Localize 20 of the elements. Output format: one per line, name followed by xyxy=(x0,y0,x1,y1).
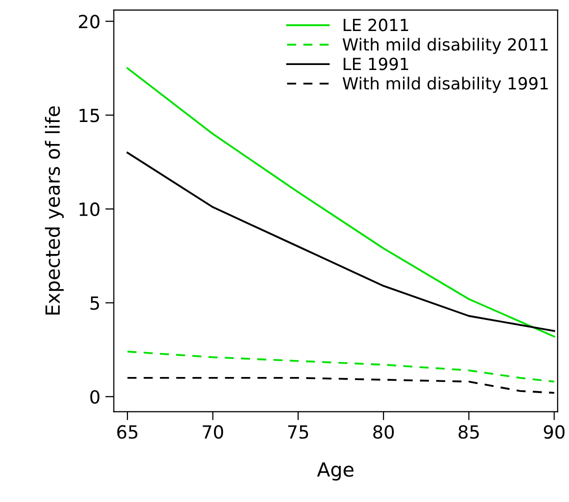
y-axis-title: Expected years of life xyxy=(44,106,64,314)
legend-label: LE 2011 xyxy=(344,18,408,32)
y-tick-label: 20 xyxy=(78,14,100,28)
legend-label: With mild disability 2011 xyxy=(342,38,548,54)
x-tick-label: 85 xyxy=(458,425,479,439)
y-tick-label: 0 xyxy=(90,390,100,404)
line-series xyxy=(126,376,556,394)
y-tick-label: 10 xyxy=(80,202,100,216)
x-axis-title: Age xyxy=(317,462,354,481)
x-tick-label: 70 xyxy=(202,425,224,439)
y-tick-label: 15 xyxy=(80,108,100,122)
y-tick-label: 5 xyxy=(90,296,100,310)
x-tick-label: 80 xyxy=(373,425,394,439)
line-series xyxy=(126,350,556,383)
x-tick-label: 90 xyxy=(544,425,564,439)
x-tick-label: 75 xyxy=(288,425,308,439)
x-tick-label: 65 xyxy=(117,425,138,439)
line-series xyxy=(126,152,556,332)
legend-label: With mild disability 1991 xyxy=(342,76,548,93)
legend-label: LE 1991 xyxy=(344,58,408,70)
